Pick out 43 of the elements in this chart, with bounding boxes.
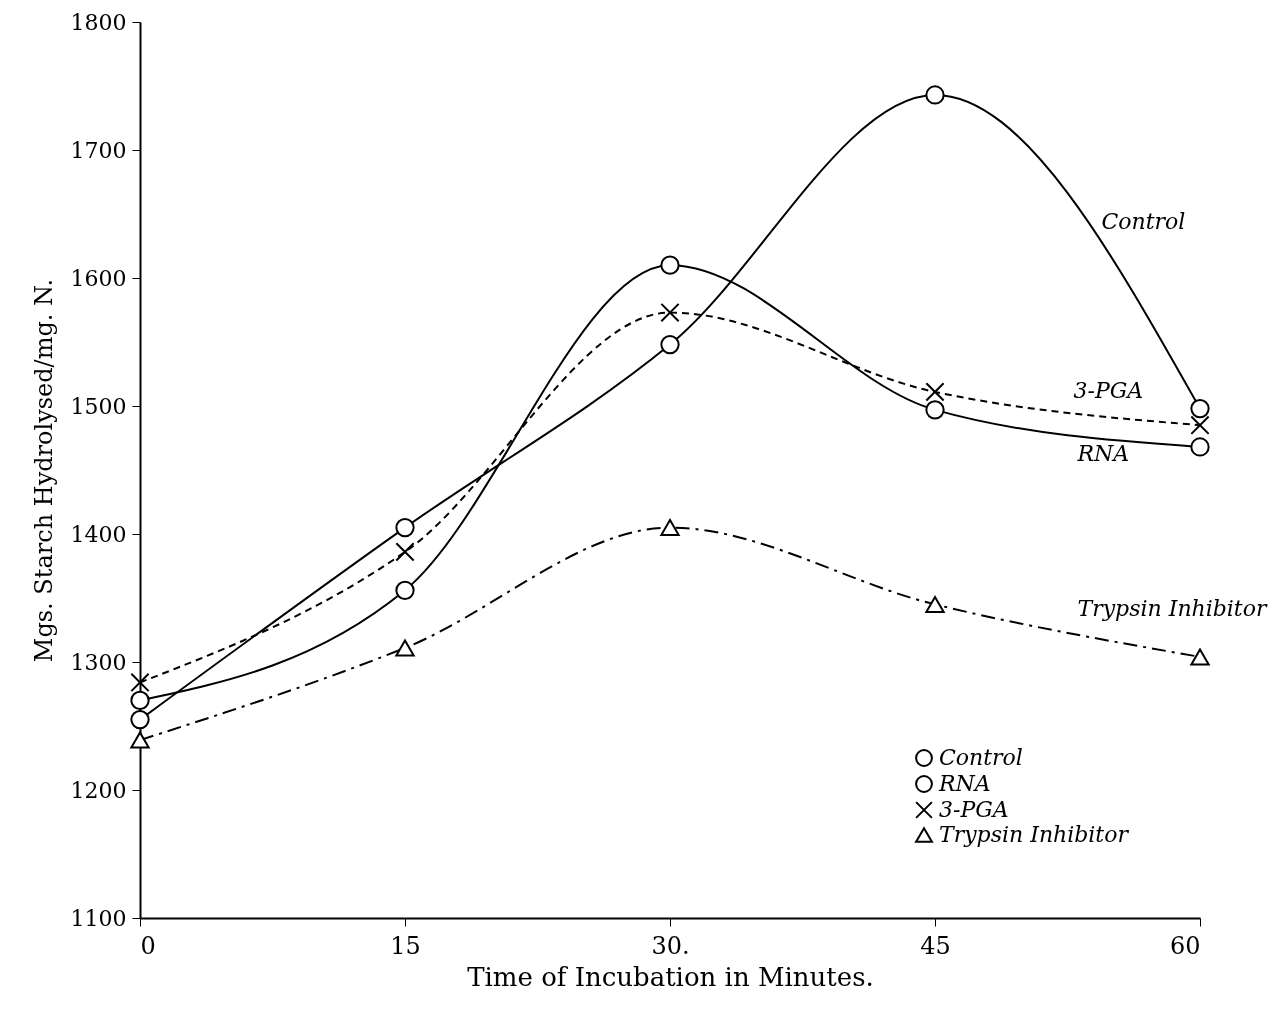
point — [130, 690, 150, 711]
y-tick-label: 1500 — [70, 393, 127, 419]
x-tick-label: 60 — [1169, 931, 1201, 960]
y-tick-label: 1200 — [70, 777, 127, 803]
y-tick-label: 1100 — [70, 905, 127, 931]
point — [925, 382, 945, 402]
point — [395, 580, 415, 600]
y-tick-label: 1600 — [70, 265, 127, 291]
legend-label: RNA — [938, 771, 991, 796]
x-tick-label: 45 — [920, 931, 951, 960]
legend-label: Control — [939, 745, 1023, 770]
x-axis-title: Time of Incubation in Minutes. — [467, 961, 874, 992]
point — [1190, 415, 1210, 435]
x-tick-label: 0 — [140, 931, 156, 960]
point — [130, 672, 150, 693]
y-tick-label: 1800 — [70, 9, 127, 35]
point — [1190, 437, 1210, 457]
y-axis-title: Mgs. Starch Hydrolysed/mg. N. — [29, 278, 58, 663]
point — [395, 639, 415, 657]
legend-label: 3-PGA — [939, 797, 1009, 822]
point — [395, 542, 415, 562]
point — [130, 731, 150, 749]
x-tick-label: 30. — [651, 931, 690, 960]
point — [660, 334, 680, 355]
point — [925, 595, 945, 613]
point — [395, 517, 415, 538]
point — [660, 255, 680, 275]
y-tick-label: 1300 — [70, 649, 127, 675]
x-tick-label: 15 — [390, 931, 421, 960]
text: Control — [1101, 208, 1186, 234]
point — [1190, 648, 1210, 666]
point — [660, 519, 680, 537]
legend-label: Trypsin Inhibitor — [939, 822, 1130, 847]
text: Trypsin Inhibitor — [1077, 595, 1267, 621]
point — [660, 302, 680, 323]
point — [1190, 398, 1210, 419]
point — [925, 85, 945, 105]
point — [925, 400, 945, 420]
text: 3-PGA — [1073, 377, 1144, 403]
y-tick-label: 1400 — [70, 521, 127, 547]
y-tick-label: 1700 — [70, 137, 127, 163]
point — [130, 709, 150, 730]
text: RNA — [1077, 441, 1130, 467]
